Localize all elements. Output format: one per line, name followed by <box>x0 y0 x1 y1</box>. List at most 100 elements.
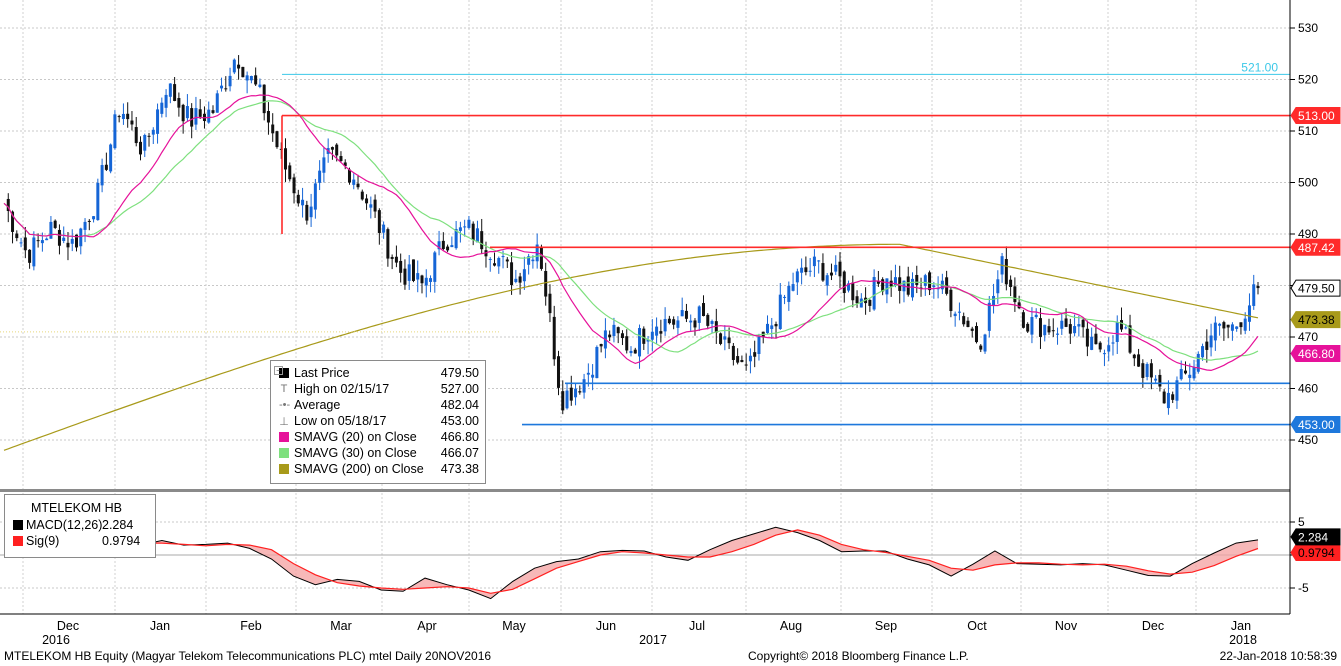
sma200-line <box>3 243 1259 451</box>
candle-body <box>591 374 595 378</box>
candle-body <box>787 285 791 302</box>
candle-body <box>599 344 603 347</box>
legend-label: High on 02/15/17 <box>294 382 390 396</box>
candle-body <box>360 191 364 200</box>
candle-body <box>382 224 386 233</box>
macd-legend: MTELEKOM HB MACD(12,26) 2.284 Sig(9) 0.9794 <box>4 494 156 558</box>
y-tick-label: 530 <box>1298 21 1318 35</box>
candle-body <box>232 59 236 73</box>
candle-body <box>932 285 936 288</box>
candle-body <box>825 275 829 286</box>
x-month-label: Jan <box>150 619 170 633</box>
candle-body <box>70 238 74 244</box>
candle-body <box>800 267 804 273</box>
legend-label: SMAVG (20) on Close <box>294 430 417 444</box>
candle-body <box>322 157 326 173</box>
legend-symbol-icon: ⊥ <box>279 415 289 428</box>
tag-last: 479.50 <box>1298 282 1335 296</box>
legend-symbol-icon: T <box>280 383 288 395</box>
macd-y-tick-label: -5 <box>1298 581 1309 595</box>
footer-timestamp: 22-Jan-2018 10:58:39 <box>1219 649 1337 663</box>
candle-body <box>1009 279 1013 288</box>
candle-body <box>646 339 650 342</box>
legend-label: SMAVG (30) on Close <box>294 446 417 460</box>
footer-copyright: Copyright© 2018 Bloomberg Finance L.P. <box>748 649 969 663</box>
candle-body <box>783 296 787 298</box>
candle-body <box>100 165 104 186</box>
candle-body <box>92 216 96 220</box>
x-month-label: Oct <box>967 619 987 633</box>
x-month-label: Aug <box>780 619 802 633</box>
candle-body <box>650 331 654 340</box>
candle-body <box>808 270 812 272</box>
candle-body <box>736 356 740 363</box>
candle-body <box>177 98 181 108</box>
candle-body <box>467 219 471 228</box>
candle-body <box>1034 314 1038 318</box>
candle-body <box>121 113 125 119</box>
candle-body <box>1205 341 1209 350</box>
legend-collapse-icon[interactable]: − <box>274 366 283 375</box>
candle-body <box>552 316 556 360</box>
tag-453: 453.00 <box>1298 418 1335 432</box>
candle-body <box>1137 354 1141 367</box>
candle-body <box>241 66 245 78</box>
candle-body <box>40 240 44 244</box>
macd-legend-label: Sig(9) <box>26 534 60 548</box>
candle-body <box>75 234 79 248</box>
x-month-label: Jan <box>1231 619 1251 633</box>
candle-body <box>1026 323 1030 332</box>
horizontal-levels: 521.00 <box>0 60 1290 426</box>
candle-body <box>531 259 535 262</box>
tag-487-box <box>1290 238 1341 256</box>
legend-value: 473.38 <box>440 462 479 476</box>
tag-sma20-box <box>1290 344 1341 362</box>
candle-body <box>957 311 961 313</box>
candle-body <box>642 328 646 344</box>
footer-security: MTELEKOM HB Equity (Magyar Telekom Telec… <box>4 649 492 663</box>
candle-body <box>676 320 680 328</box>
candle-body <box>812 256 816 267</box>
candle-body <box>680 310 684 317</box>
candle-body <box>266 111 270 123</box>
candle-body <box>164 94 168 108</box>
candle-body <box>804 267 808 273</box>
candle-body <box>284 148 288 170</box>
macd-y-tick-label: 5 <box>1298 515 1305 529</box>
candle-body <box>1149 363 1153 378</box>
candle-body <box>851 282 855 301</box>
candle-body <box>561 391 565 411</box>
candle-body <box>454 228 458 249</box>
candle-body <box>407 264 411 281</box>
candle-body <box>915 274 919 285</box>
x-month-label: Dec <box>57 619 79 633</box>
legend-row: SMAVG (200) on Close 473.38 <box>279 461 479 477</box>
candle-body <box>23 237 27 251</box>
candle-body <box>369 204 373 208</box>
candle-body <box>979 345 983 350</box>
candle-body <box>1230 324 1234 331</box>
candle-body <box>1073 326 1077 334</box>
x-month-label: Feb <box>240 619 262 633</box>
candle-body <box>697 306 701 323</box>
candle-body <box>318 170 322 183</box>
candle-body <box>301 199 305 206</box>
candle-body <box>949 289 953 312</box>
candle-body <box>83 221 87 230</box>
legend-value: 479.50 <box>440 366 479 380</box>
price-legend: − Last Price 479.50 T High on 02/15/17 527.0… <box>270 360 486 484</box>
candle-body <box>411 259 415 281</box>
sma200-path <box>3 243 1259 451</box>
candle-body <box>693 320 697 328</box>
candle-body <box>168 83 172 97</box>
candle-body <box>292 177 296 194</box>
candle-body <box>1222 322 1226 329</box>
legend-row: SMAVG (20) on Close 466.80 <box>279 429 479 445</box>
candle-body <box>1141 363 1145 378</box>
candle-body <box>616 327 620 334</box>
macd-legend-title: MTELEKOM HB <box>31 501 122 515</box>
candle-body <box>45 238 49 241</box>
tag-sma20: 466.80 <box>1298 347 1335 361</box>
legend-swatch <box>279 368 289 378</box>
signal-line <box>140 529 1259 594</box>
